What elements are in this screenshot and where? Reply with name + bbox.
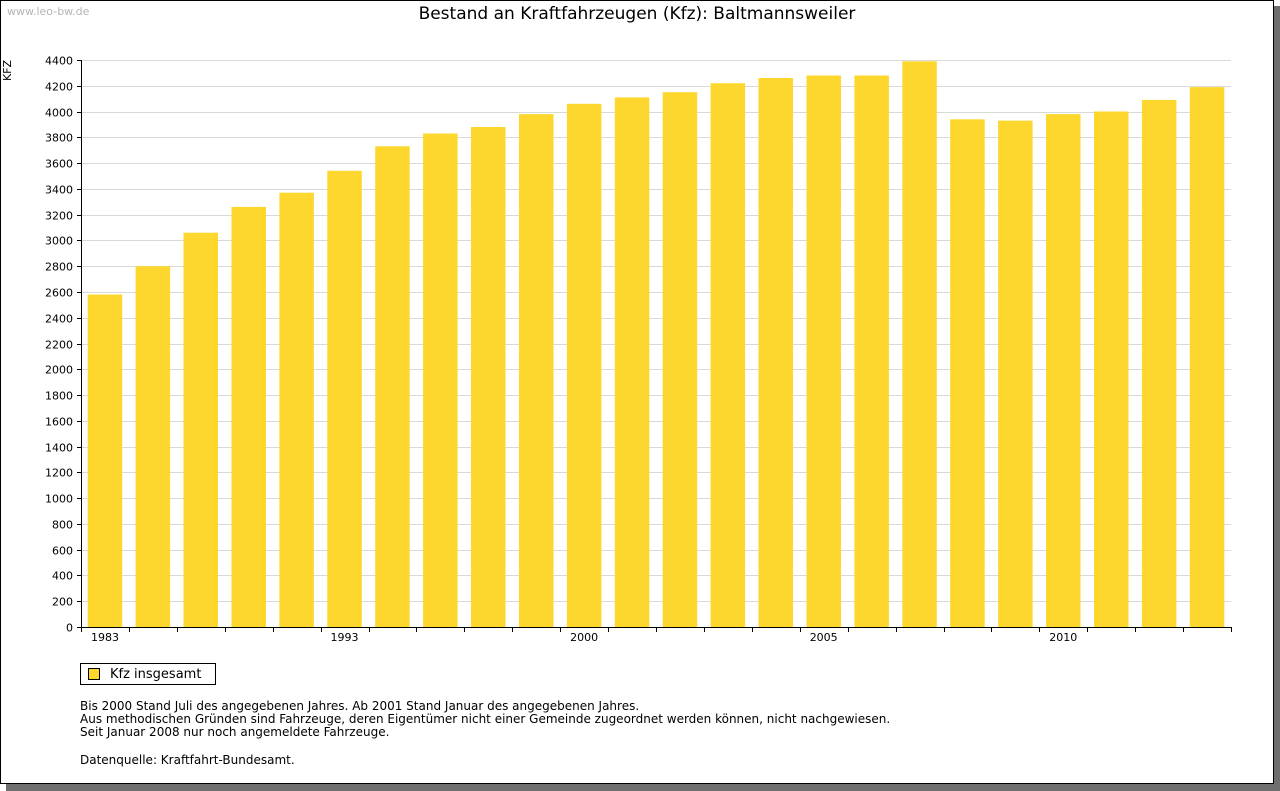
- chart-title: Bestand an Kraftfahrzeugen (Kfz): Baltma…: [418, 4, 856, 24]
- y-tick-label: 4000: [45, 107, 73, 120]
- chart-notes: Bis 2000 Stand Juli des angegebenen Jahr…: [80, 700, 890, 739]
- legend: Kfz insgesamt: [80, 663, 216, 685]
- y-tick-label: 2400: [45, 313, 73, 326]
- bar: [279, 192, 314, 627]
- bar: [327, 170, 362, 628]
- bar: [950, 119, 985, 628]
- y-tick-label: 200: [52, 596, 73, 609]
- y-tick-label: 1200: [45, 467, 73, 480]
- frame-shadow-right: [1274, 6, 1280, 790]
- y-tick-label: 600: [52, 545, 73, 558]
- x-tick-label: 2000: [570, 631, 598, 644]
- y-tick-label: 4400: [45, 55, 73, 68]
- bar: [758, 78, 793, 627]
- bar-chart: 0 200 400 600 800 1000 1200 1400 1600 1800 2000 220…: [45, 55, 1232, 644]
- bar: [231, 206, 266, 627]
- x-tick-label: 2010: [1049, 631, 1077, 644]
- watermark: www.leo-bw.de: [7, 5, 90, 18]
- bar: [662, 92, 698, 627]
- y-tick-label: 1600: [45, 416, 73, 429]
- legend-label: Kfz insgesamt: [110, 666, 202, 682]
- x-tick-label: 1983: [91, 631, 119, 644]
- y-tick-label: 2800: [45, 261, 73, 274]
- y-tick-label: 1400: [45, 442, 73, 455]
- bar: [1046, 114, 1081, 628]
- y-tick-label: 2600: [45, 287, 73, 300]
- bar: [566, 103, 602, 628]
- bar: [854, 75, 889, 627]
- bar: [1189, 87, 1225, 628]
- y-tick-label: 2000: [45, 364, 73, 377]
- y-tick-label: 3400: [45, 184, 73, 197]
- y-tick-label: 2200: [45, 339, 73, 352]
- bar: [183, 232, 218, 627]
- bar: [471, 127, 506, 627]
- bar: [710, 83, 746, 627]
- note-line: Seit Januar 2008 nur noch angemeldete Fa…: [80, 725, 390, 739]
- bar: [998, 120, 1033, 627]
- bar: [806, 75, 841, 627]
- y-tick-label: 3000: [45, 235, 73, 248]
- y-tick-label: 800: [52, 519, 73, 532]
- bar: [375, 146, 410, 628]
- data-source: Datenquelle: Kraftfahrt-Bundesamt.: [80, 753, 295, 767]
- bar: [135, 266, 171, 627]
- x-tick-label: 2005: [810, 631, 838, 644]
- y-tick-label: 3600: [45, 158, 73, 171]
- note-line: Aus methodischen Gründen sind Fahrzeuge,…: [80, 712, 891, 726]
- note-line: Bis 2000 Stand Juli des angegebenen Jahr…: [80, 699, 640, 713]
- legend-swatch: [88, 668, 100, 680]
- x-tick-label: 1993: [331, 631, 359, 644]
- y-tick-label: 3800: [45, 132, 73, 145]
- y-tick-label: 1800: [45, 390, 73, 403]
- bar: [519, 114, 554, 628]
- bar: [423, 133, 458, 627]
- y-tick-label: 4200: [45, 81, 73, 94]
- y-tick-label: 400: [52, 570, 73, 583]
- y-tick-label: 1000: [45, 493, 73, 506]
- frame-shadow-bottom: [6, 784, 1280, 791]
- bar: [1094, 111, 1129, 627]
- bar: [902, 61, 937, 628]
- bar: [87, 294, 123, 627]
- y-tick-label: 3200: [45, 210, 73, 223]
- bar: [614, 97, 650, 627]
- y-tick-label: 0: [66, 622, 73, 635]
- bar: [1141, 99, 1177, 627]
